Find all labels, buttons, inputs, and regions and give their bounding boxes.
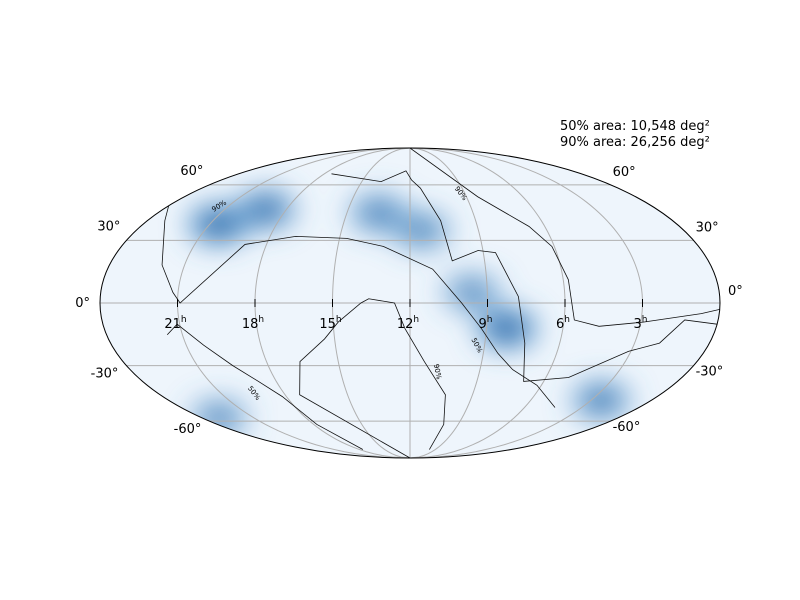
ra-tick-label-unit: h bbox=[181, 315, 187, 325]
dec-tick-label-right: 0° bbox=[728, 284, 743, 299]
map-boundary bbox=[99, 147, 721, 459]
ra-tick-label-unit: h bbox=[336, 315, 342, 325]
probability-peak bbox=[406, 220, 437, 241]
dec-tick-label-left: 0° bbox=[75, 296, 90, 311]
probability-peak bbox=[250, 199, 281, 220]
probability-peak bbox=[491, 318, 522, 339]
ra-tick-label-unit: h bbox=[413, 315, 419, 325]
dec-tick-label-left: 60° bbox=[180, 164, 203, 179]
dec-tick-label-left: 30° bbox=[97, 219, 120, 234]
ra-tick-label-unit: h bbox=[487, 315, 493, 325]
ra-tick-label-unit: h bbox=[258, 315, 264, 325]
contour-line bbox=[409, 148, 720, 327]
ra-tick-marks bbox=[177, 299, 643, 307]
probability-peak bbox=[203, 214, 234, 235]
dec-tick-label-right: 60° bbox=[613, 165, 636, 180]
dec-tick-label-right: 30° bbox=[696, 220, 719, 235]
area-50-annotation: 50% area: 10,548 deg² bbox=[560, 119, 710, 134]
probability-peak bbox=[456, 282, 487, 303]
area-90-annotation: 90% area: 26,256 deg² bbox=[560, 135, 710, 150]
dec-tick-label-left: -60° bbox=[174, 422, 202, 437]
contour-level-label: 90% bbox=[432, 363, 443, 380]
contour-line bbox=[161, 205, 556, 408]
dec-tick-label-right: -60° bbox=[613, 420, 641, 435]
ra-tick-label-unit: h bbox=[642, 315, 648, 325]
ra-tick-label-unit: h bbox=[564, 315, 570, 325]
contour-line bbox=[166, 323, 364, 450]
probability-peak bbox=[363, 203, 394, 224]
contour-line bbox=[331, 170, 718, 382]
dec-tick-label-left: -30° bbox=[91, 367, 119, 382]
contour-line bbox=[299, 298, 446, 458]
probability-peak bbox=[586, 390, 617, 411]
dec-tick-label-right: -30° bbox=[696, 365, 724, 380]
